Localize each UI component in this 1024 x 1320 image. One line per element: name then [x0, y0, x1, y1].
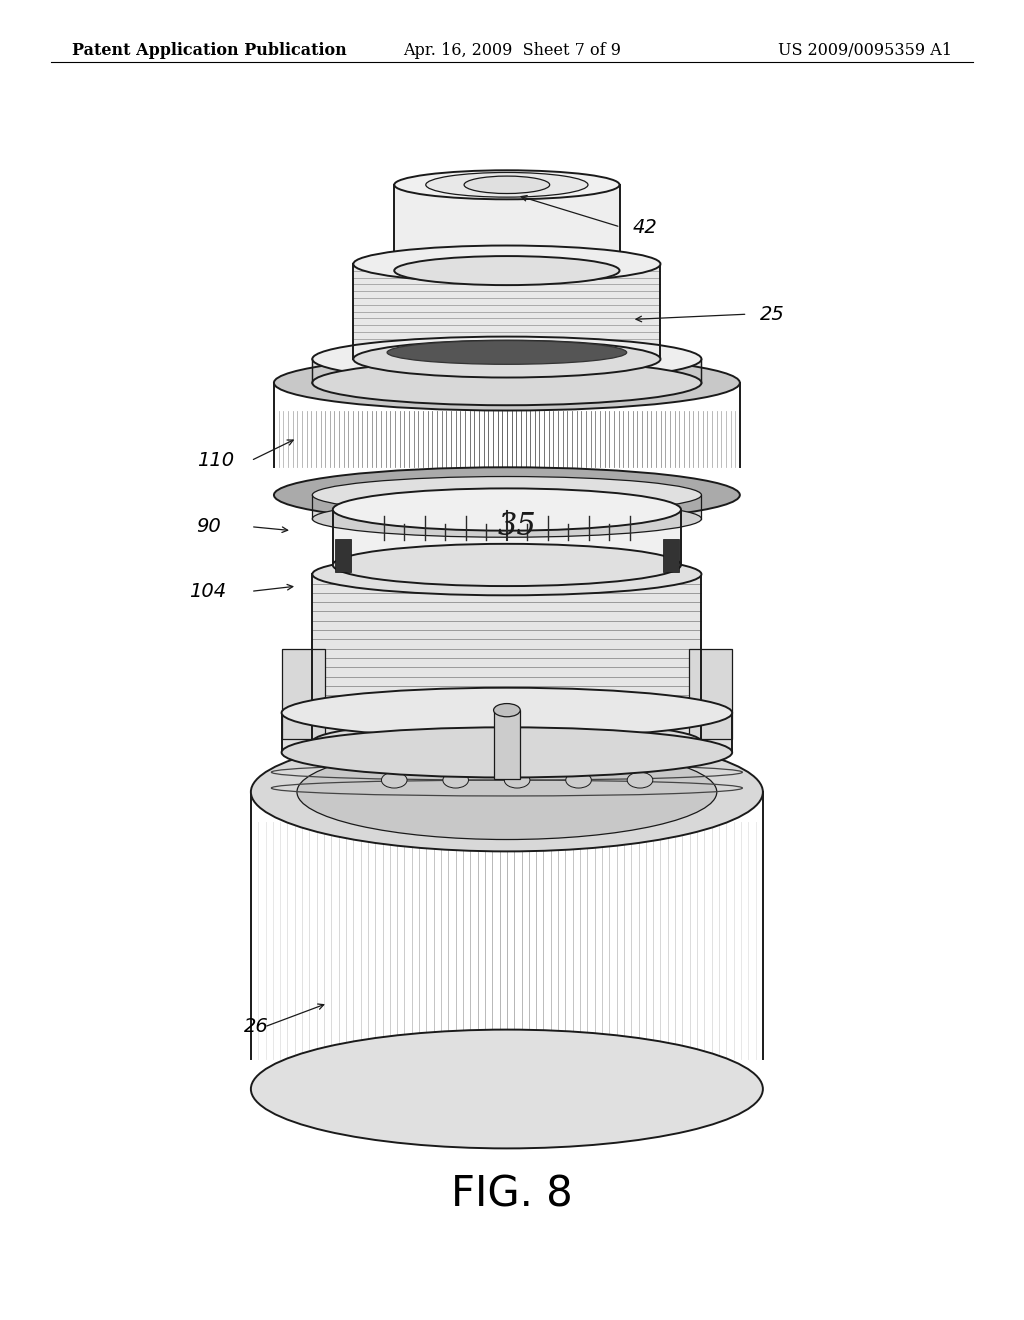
- Ellipse shape: [565, 772, 591, 788]
- Ellipse shape: [333, 544, 681, 586]
- Bar: [282, 649, 325, 739]
- Ellipse shape: [426, 173, 588, 197]
- Text: FIG. 8: FIG. 8: [452, 1173, 572, 1216]
- Ellipse shape: [312, 500, 701, 537]
- Ellipse shape: [312, 477, 701, 513]
- Ellipse shape: [273, 355, 739, 411]
- Text: 35: 35: [498, 511, 537, 543]
- Ellipse shape: [282, 727, 732, 777]
- Ellipse shape: [297, 744, 717, 840]
- Ellipse shape: [353, 246, 660, 282]
- Bar: [689, 649, 732, 739]
- Text: 25: 25: [760, 305, 784, 323]
- Ellipse shape: [282, 688, 732, 738]
- Polygon shape: [312, 359, 701, 383]
- Polygon shape: [312, 574, 701, 742]
- Ellipse shape: [464, 176, 550, 194]
- Polygon shape: [312, 359, 701, 383]
- Ellipse shape: [312, 553, 701, 595]
- Ellipse shape: [442, 772, 469, 788]
- Text: 110: 110: [197, 451, 233, 470]
- Ellipse shape: [251, 1030, 763, 1148]
- Polygon shape: [663, 539, 679, 572]
- Text: US 2009/0095359 A1: US 2009/0095359 A1: [778, 42, 952, 59]
- Ellipse shape: [251, 733, 763, 851]
- Polygon shape: [394, 185, 620, 271]
- Ellipse shape: [504, 772, 530, 788]
- Text: Apr. 16, 2009  Sheet 7 of 9: Apr. 16, 2009 Sheet 7 of 9: [403, 42, 621, 59]
- Ellipse shape: [312, 341, 701, 378]
- Polygon shape: [333, 510, 681, 565]
- Ellipse shape: [312, 360, 701, 405]
- Polygon shape: [282, 713, 732, 752]
- Ellipse shape: [394, 170, 620, 199]
- Ellipse shape: [273, 467, 739, 523]
- Ellipse shape: [381, 772, 408, 788]
- Text: 90: 90: [197, 517, 221, 536]
- Text: 104: 104: [189, 582, 226, 601]
- Ellipse shape: [333, 488, 681, 531]
- Ellipse shape: [312, 364, 701, 401]
- Ellipse shape: [353, 341, 660, 378]
- Ellipse shape: [394, 256, 620, 285]
- Polygon shape: [353, 264, 660, 359]
- Text: Patent Application Publication: Patent Application Publication: [72, 42, 346, 59]
- Ellipse shape: [312, 721, 701, 763]
- Text: 26: 26: [244, 1018, 268, 1036]
- Polygon shape: [494, 710, 520, 779]
- Ellipse shape: [627, 772, 653, 788]
- Ellipse shape: [494, 704, 520, 717]
- Ellipse shape: [387, 341, 627, 364]
- Text: 42: 42: [633, 218, 657, 236]
- Polygon shape: [335, 539, 351, 572]
- Ellipse shape: [312, 337, 701, 381]
- Polygon shape: [312, 495, 701, 519]
